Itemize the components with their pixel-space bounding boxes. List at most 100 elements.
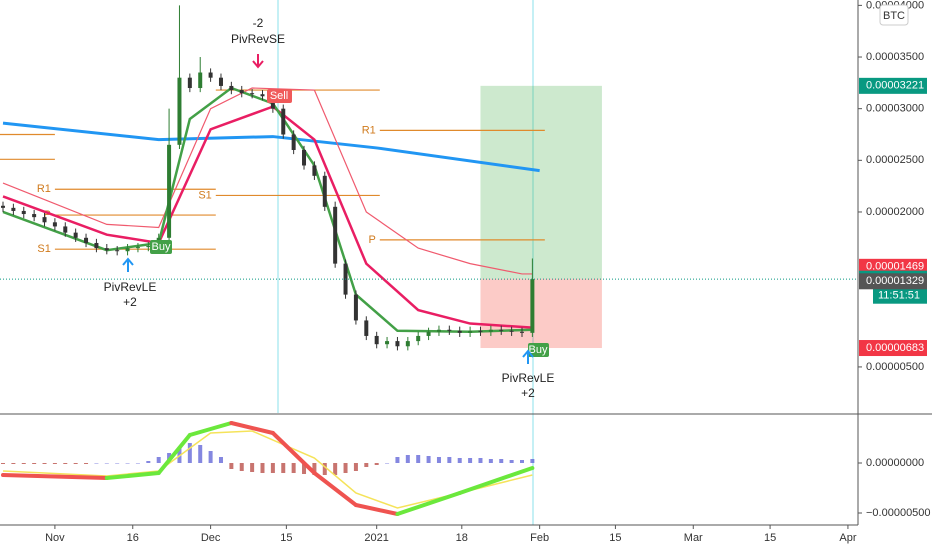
histogram-bar [322,463,327,475]
y-tick-label: −0.00000500 [866,507,931,519]
candle-body [239,90,244,94]
candle-body [198,72,203,89]
histogram-bar [21,463,26,464]
oscillator-segment [104,471,161,480]
candle-body [333,206,338,264]
x-tick-label: Mar [684,532,703,544]
candle-body [94,242,99,249]
histogram-bar [468,458,473,463]
candle-body [250,93,255,95]
candle-body [218,77,223,86]
histogram-bar [447,457,452,463]
histogram-bar [42,463,47,464]
price-tag-label: 0.00001329 [866,275,924,287]
oscillator-segment [457,466,535,495]
buy-label [528,343,549,357]
y-tick-label: 0.00003500 [866,51,924,63]
candle-body [291,134,296,150]
candle-body [447,329,452,331]
histogram-bar [343,463,348,473]
buy-label [150,240,172,254]
oscillator-segment [312,471,358,507]
y-tick-label: 0.00002500 [866,154,924,166]
histogram-bar [499,459,504,463]
candle-body [73,232,78,238]
candle-body [84,237,89,243]
price-tag-label: 0.00003221 [866,80,924,92]
histogram-bar [374,463,379,465]
candle-body [436,329,441,332]
countdown-tag [873,287,927,304]
histogram-bar [416,455,421,463]
y-tick-label: 0.00003000 [866,103,924,115]
x-tick-label: Nov [45,532,65,544]
candle-body [125,248,130,252]
x-tick-label: 16 [127,532,139,544]
pivot-label: S1 [37,243,50,255]
histogram-bar [104,463,109,464]
arrow [252,54,264,69]
candle-body [302,149,307,166]
candle-body [42,217,47,223]
candle-body [146,246,151,248]
y-tick-label: 0.00000000 [866,457,924,469]
candle-body [468,330,473,333]
annotation: Buy [529,344,548,356]
histogram-bar [436,457,441,463]
annotation: PivRevSE [231,32,285,46]
x-tick-label: 18 [456,532,468,544]
x-tick-label: 15 [609,532,621,544]
candle-body [229,85,234,91]
sell-label [267,89,292,103]
histogram-bar [135,463,140,464]
price-tag [859,77,927,94]
histogram-bar [229,463,234,469]
candle-body [0,205,5,208]
oscillator-segment [395,491,462,516]
histogram-bar [333,463,338,475]
x-tick-label: 15 [764,532,776,544]
pivot-label: R1 [37,183,51,195]
histogram-bar [281,463,286,473]
candle-body [457,330,462,333]
candle-body [395,341,400,347]
annotation: Sell [270,90,288,102]
histogram-bar [270,463,275,473]
histogram-bar [312,463,317,475]
price-tag-label: 0.00000683 [866,342,924,354]
histogram-bar [478,458,483,463]
candle-body [187,77,192,89]
histogram-bar [353,463,358,471]
candle-body [208,72,213,78]
oscillator-segment [229,421,275,435]
price-tag-label: 0.00001469 [866,261,924,273]
candle-body [167,144,172,238]
arrow [122,257,134,272]
candle-body [353,294,358,321]
candle-body [374,335,379,345]
histogram-bar [250,463,255,472]
histogram-bar [488,459,493,463]
histogram-bar [52,463,57,464]
histogram-bar [457,458,462,463]
annotation: PivRevLE [104,280,157,294]
pivot-label: P [44,209,51,221]
histogram-bar [509,460,514,463]
histogram-bar [0,463,5,464]
x-tick-label: Apr [839,532,856,544]
histogram-bar [73,463,78,464]
pivot-label: S1 [198,189,211,201]
x-tick-label: 15 [280,532,292,544]
histogram-bar [519,460,524,463]
annotation: Buy [152,241,171,253]
histogram-bar [364,463,369,467]
price-tag [859,340,927,357]
oscillator-segment [187,421,234,437]
candle-body [519,331,524,333]
oscillator-segment [353,503,400,516]
candle-body [260,94,265,97]
histogram-bar [115,463,120,464]
currency-box[interactable] [879,4,909,26]
oscillator-segment [156,433,192,475]
